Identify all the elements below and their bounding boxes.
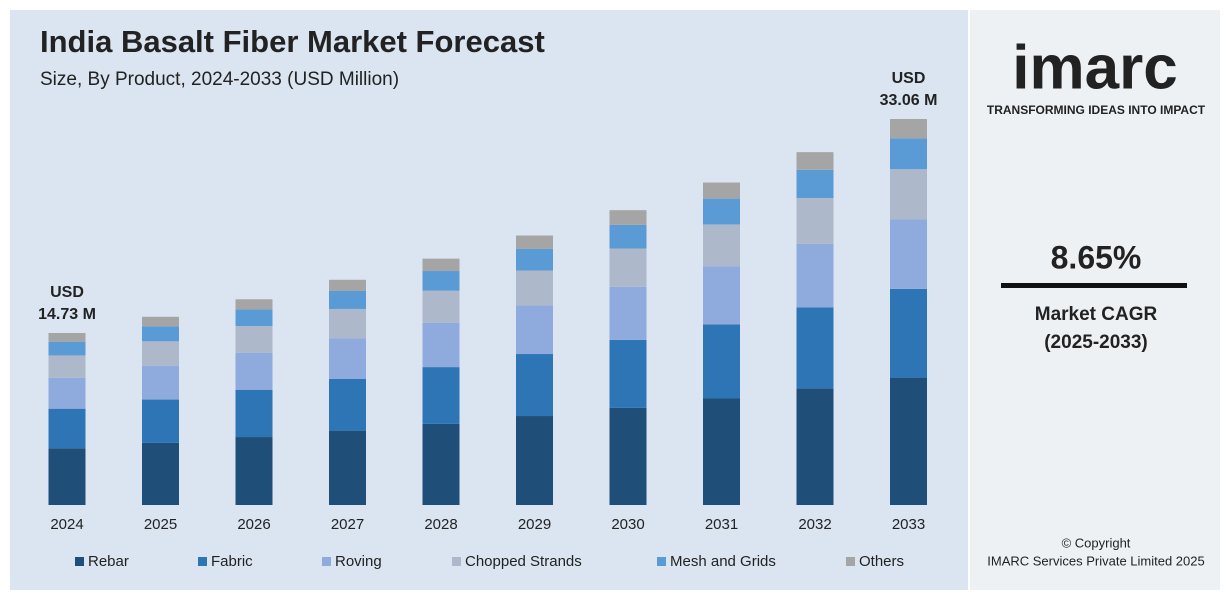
legend-swatch [846,557,855,566]
bar-segment [422,290,460,323]
company: IMARC Services Private Limited 2025 [987,553,1204,568]
bar-segment [48,333,86,342]
x-tick-label: 2024 [50,516,83,533]
bar-segment [609,210,647,225]
legend-label: Mesh and Grids [670,553,776,570]
tagline: TRANSFORMING IDEAS INTO IMPACT [987,103,1206,117]
x-tick-label: 2025 [144,516,177,533]
bar-segment [703,324,740,399]
legend-label: Others [859,553,904,570]
bar-segment [422,423,460,505]
bar-segment [890,219,927,289]
cagr-period: (2025-2033) [1044,332,1148,353]
legend-label: Roving [335,553,382,570]
bar-segment [516,235,553,249]
bar-segment [796,169,834,199]
bar-segment [516,270,553,306]
legend-label: Chopped Strands [465,553,582,570]
bar-segment [329,279,366,291]
bar-segment [142,316,179,327]
bar-segment [609,286,647,340]
bar-segment [235,389,273,438]
chart-title: India Basalt Fiber Market Forecast [40,24,545,59]
bar-segment [422,322,460,368]
bar-segment [329,308,366,339]
bar-segment [235,309,273,327]
bar-segment [329,290,366,309]
divider [1001,283,1187,288]
legend-swatch [322,557,331,566]
bar-segment [422,367,460,424]
bar-segment [796,152,834,170]
copyright: © Copyright [1062,535,1131,550]
bar-segment [48,448,86,505]
bar-segment [235,299,273,310]
cagr-label: Market CAGR [1035,304,1158,325]
cagr-value: 8.65% [1051,239,1142,275]
bar-segment [142,365,179,400]
x-tick-label: 2026 [237,516,270,533]
bar-segment [796,243,834,308]
bar-segment [609,224,647,249]
chart-subtitle: Size, By Product, 2024-2033 (USD Million… [40,69,399,90]
bar-segment [703,398,740,505]
bar-segment [516,354,553,417]
bar-segment [703,182,740,199]
total-label: USD [892,70,926,87]
total-label: USD [50,284,84,301]
sidebar-panel [970,10,1220,590]
bar-segment [329,338,366,379]
x-tick-label: 2029 [518,516,551,533]
legend-swatch [452,557,461,566]
bar-segment [48,355,86,378]
bar-segment [890,288,927,378]
bar-segment [796,307,834,389]
bar-segment [703,198,740,225]
bar-segment [890,377,927,505]
bar-segment [796,388,834,505]
legend-swatch [75,557,84,566]
total-label: 33.06 M [880,92,938,109]
bar-segment [890,169,927,220]
bar-segment [422,271,460,291]
bar-segment [48,341,86,356]
bar-segment [890,138,927,170]
bar-segment [48,408,86,449]
bar-segment [142,326,179,342]
total-label: 14.73 M [38,306,96,323]
bar-segment [142,399,179,443]
bar-segment [703,224,740,267]
bar-segment [796,198,834,244]
bar-segment [516,416,553,505]
bar-segment [422,258,460,272]
bar-segment [516,248,553,271]
bar-segment [329,430,366,505]
legend-swatch [657,557,666,566]
x-tick-label: 2027 [331,516,364,533]
bar-segment [235,352,273,390]
bar-segment [329,378,366,431]
bar-segment [235,326,273,353]
bar-segment [609,248,647,287]
legend-swatch [198,557,207,566]
bar-segment [890,119,927,139]
x-tick-label: 2031 [705,516,738,533]
x-tick-label: 2030 [611,516,644,533]
bar-segment [609,407,647,505]
x-tick-label: 2033 [892,516,925,533]
bar-segment [235,437,273,505]
bar-segment [142,442,179,505]
x-tick-label: 2028 [424,516,457,533]
logo: imarc [1012,33,1177,102]
legend-label: Rebar [88,553,129,570]
bar-segment [48,377,86,409]
legend-label: Fabric [211,553,253,570]
bar-segment [703,266,740,325]
bar-segment [609,339,647,408]
bar-segment [142,341,179,366]
x-tick-label: 2032 [798,516,831,533]
bar-segment [516,305,553,355]
